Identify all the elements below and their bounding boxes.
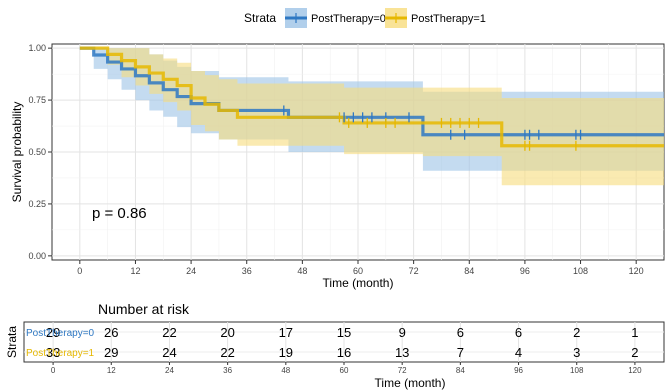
legend-label-0: PostTherapy=0 (311, 13, 386, 25)
risk-cell-0-1: 26 (104, 325, 118, 340)
rt-x-tick-label-3: 36 (223, 366, 232, 375)
risk-cell-0-10: 1 (631, 325, 638, 340)
rt-x-tick-label-9: 108 (570, 366, 584, 375)
x-tick-label-10: 120 (629, 266, 644, 276)
rt-x-tick-label-10: 120 (628, 366, 642, 375)
risk-cell-1-8: 4 (515, 345, 522, 360)
risk-cell-0-6: 9 (399, 325, 406, 340)
risk-cell-1-0: 33 (46, 345, 60, 360)
rt-x-tick-label-0: 0 (51, 366, 56, 375)
y-axis-ticks: 0.00 0.25 0.50 0.75 1.00 (28, 43, 52, 261)
risk-table: Number at risk 29 26 22 20 17 15 9 6 6 2 133 29 24 22… (5, 301, 665, 390)
censor-marks (283, 105, 582, 151)
risk-cell-1-3: 22 (220, 345, 234, 360)
rt-x-tick-label-1: 12 (107, 366, 116, 375)
rt-x-tick-label-7: 84 (456, 366, 465, 375)
risk-table-y-label: Strata (5, 326, 19, 358)
risk-cell-0-0: 29 (46, 325, 60, 340)
risk-cell-1-6: 13 (395, 345, 409, 360)
x-tick-label-1: 12 (130, 266, 140, 276)
risk-cell-1-10: 2 (631, 345, 638, 360)
legend-key-0 (285, 8, 307, 28)
y-tick-label-2: 0.50 (28, 147, 46, 157)
rt-x-tick-label-4: 48 (281, 366, 290, 375)
risk-cell-1-9: 3 (573, 345, 580, 360)
x-axis-label: Time (month) (323, 276, 394, 290)
legend-key-1 (385, 8, 407, 28)
rt-x-tick-label-6: 72 (398, 366, 407, 375)
risk-table-cells: 29 26 22 20 17 15 9 6 6 2 1 33 29 24 22 19 16 13 7 4 3 2 (46, 325, 639, 360)
x-tick-label-0: 0 (77, 266, 82, 276)
risk-table-title: Number at risk (98, 301, 190, 317)
y-axis-label: Survival probability (10, 102, 24, 203)
risk-cell-1-5: 16 (337, 345, 351, 360)
risk-cell-0-8: 6 (515, 325, 522, 340)
survival-curve-0 (79, 46, 664, 137)
y-tick-label-3: 0.75 (28, 95, 46, 105)
y-tick-label-4: 1.00 (28, 43, 46, 53)
risk-cell-0-4: 17 (279, 325, 293, 340)
x-axis-ticks: 0 12 24 36 48 60 72 84 96 108 120 (77, 260, 644, 276)
rt-x-tick-label-8: 96 (514, 366, 523, 375)
risk-row-label-0: PostTherapy=0 (26, 328, 95, 339)
x-tick-label-8: 96 (520, 266, 530, 276)
risk-table-x-ticks: 0 12 24 36 48 60 72 84 96 108 120 (51, 362, 642, 375)
risk-cell-1-1: 29 (104, 345, 118, 360)
risk-table-row-labels: PostTherapy=0 PostTherapy=1 (26, 328, 95, 359)
legend: Strata PostTherapy=0 PostTherapy=1 (244, 8, 486, 28)
p-value-annotation: p = 0.86 (92, 205, 147, 222)
legend-label-1: PostTherapy=1 (411, 13, 486, 25)
risk-table-x-label: Time (month) (375, 376, 446, 390)
risk-cell-1-7: 7 (457, 345, 464, 360)
risk-cell-1-2: 24 (162, 345, 176, 360)
x-tick-label-7: 84 (464, 266, 474, 276)
legend-title: Strata (244, 11, 276, 25)
rt-x-tick-label-5: 60 (340, 366, 349, 375)
y-tick-label-1: 0.25 (28, 199, 46, 209)
x-tick-label-5: 60 (353, 266, 363, 276)
risk-table-grid (24, 322, 664, 362)
risk-cell-1-4: 19 (279, 345, 293, 360)
risk-cell-0-9: 2 (573, 325, 580, 340)
x-tick-label-3: 36 (242, 266, 252, 276)
x-tick-label-9: 108 (573, 266, 588, 276)
rt-x-tick-label-2: 24 (165, 366, 174, 375)
survival-plot: 0 12 24 36 48 60 72 84 96 108 120 0.00 0.25 0.50 0.75… (10, 43, 665, 290)
risk-cell-0-2: 22 (162, 325, 176, 340)
x-tick-label-4: 48 (297, 266, 307, 276)
risk-cell-0-3: 20 (220, 325, 234, 340)
x-tick-label-6: 72 (409, 266, 419, 276)
risk-cell-0-7: 6 (457, 325, 464, 340)
x-tick-label-2: 24 (186, 266, 196, 276)
risk-row-label-1: PostTherapy=1 (26, 348, 95, 359)
risk-cell-0-5: 15 (337, 325, 351, 340)
y-tick-label-0: 0.00 (28, 251, 46, 261)
